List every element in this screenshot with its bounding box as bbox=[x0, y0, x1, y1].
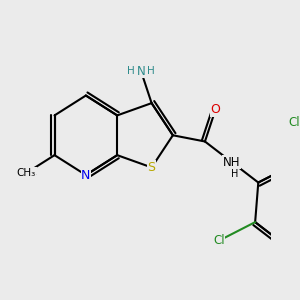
Text: H: H bbox=[147, 66, 155, 76]
Text: O: O bbox=[211, 103, 220, 116]
Text: Cl: Cl bbox=[213, 234, 225, 247]
Text: CH₃: CH₃ bbox=[16, 168, 37, 178]
Text: S: S bbox=[148, 161, 156, 174]
Text: N: N bbox=[137, 65, 146, 78]
Text: NH: NH bbox=[223, 155, 240, 169]
Text: Cl: Cl bbox=[289, 116, 300, 129]
Text: CH₃: CH₃ bbox=[17, 168, 36, 178]
Text: N: N bbox=[81, 169, 91, 182]
Text: H: H bbox=[231, 169, 239, 179]
Text: H: H bbox=[127, 66, 135, 76]
